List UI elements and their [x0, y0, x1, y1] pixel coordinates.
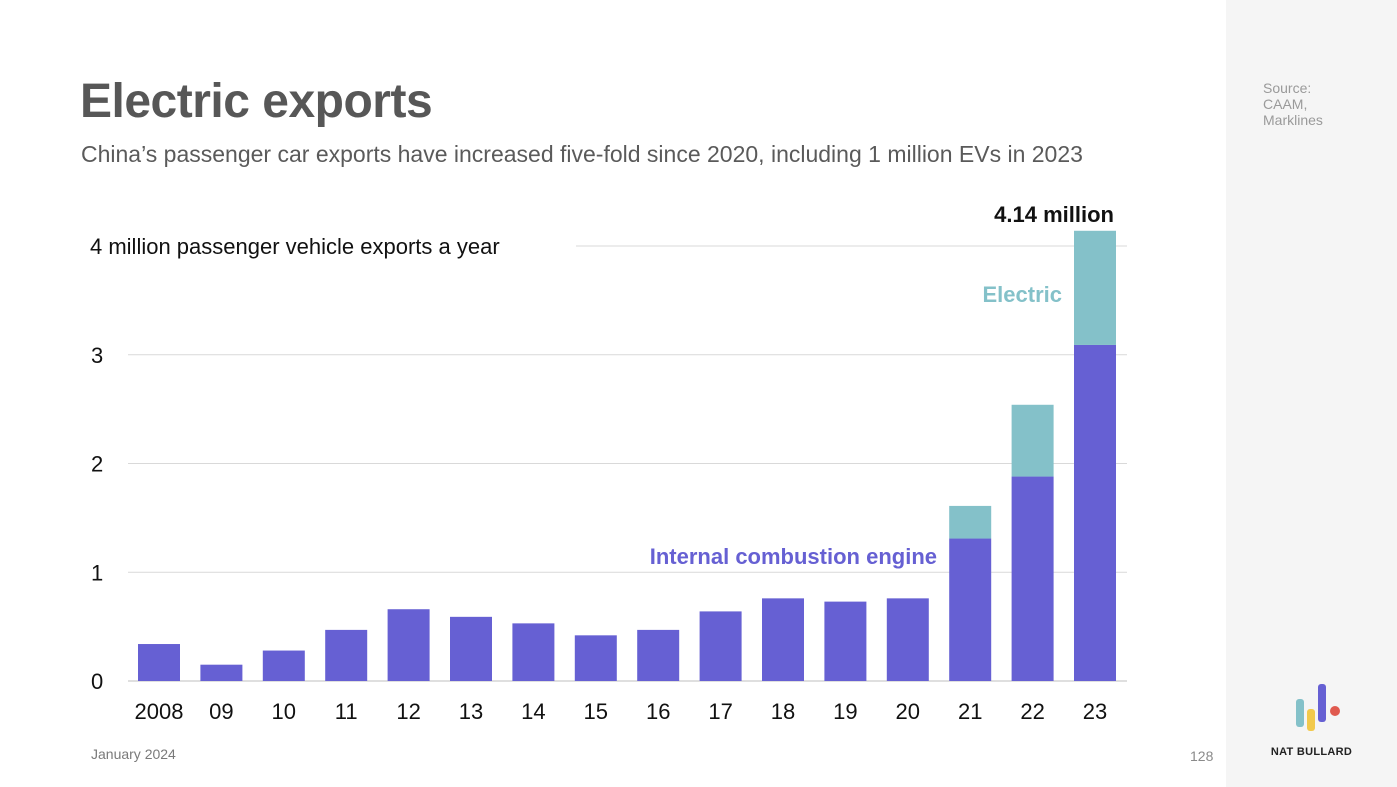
bar-electric-22: [1011, 404, 1054, 477]
y-tick-label: 1: [91, 560, 103, 585]
y-tick-label: 2: [91, 452, 103, 477]
x-tick-label: 13: [459, 699, 483, 724]
footer-date: January 2024: [91, 746, 176, 762]
brand-name: NAT BULLARD: [1270, 746, 1353, 758]
bar-ice-17: [699, 611, 742, 681]
nat-bullard-logo-icon: [1296, 684, 1340, 731]
page-title: Electric exports: [80, 75, 433, 128]
source-line: Source:: [1263, 80, 1312, 96]
x-tick-label: 17: [708, 699, 732, 724]
source-note: Source: CAAM, Marklines: [1263, 80, 1373, 128]
bar-ice-2008: [138, 644, 180, 681]
x-tick-label: 22: [1020, 699, 1044, 724]
total-annotation: 4.14 million: [994, 202, 1114, 227]
bar-ice-21: [949, 538, 992, 681]
x-tick-label: 21: [958, 699, 982, 724]
bar-ice-09: [200, 664, 243, 681]
y-tick-label: 4 million passenger vehicle exports a ye…: [90, 234, 500, 259]
x-tick-label: 19: [833, 699, 857, 724]
source-line: CAAM,: [1263, 96, 1308, 112]
bar-electric-21: [949, 505, 992, 539]
source-line: Marklines: [1263, 112, 1323, 128]
series-label-electric: Electric: [983, 282, 1063, 307]
x-tick-label: 10: [272, 699, 296, 724]
bar-ice-15: [574, 635, 617, 681]
x-tick-label: 15: [584, 699, 608, 724]
series-label-ice: Internal combustion engine: [650, 544, 937, 569]
bar-ice-14: [512, 623, 555, 681]
x-tick-label: 2008: [135, 699, 184, 724]
bar-ice-10: [262, 650, 305, 681]
slide-main: Electric exports China’s passenger car e…: [80, 75, 1214, 764]
x-tick-label: 23: [1083, 699, 1107, 724]
bar-electric-23: [1074, 230, 1116, 345]
bar-ice-12: [387, 609, 430, 681]
x-tick-label: 18: [771, 699, 795, 724]
x-tick-label: 20: [896, 699, 920, 724]
y-tick-label: 3: [91, 343, 103, 368]
bar-ice-22: [1011, 476, 1054, 681]
page-subtitle: China’s passenger car exports have incre…: [81, 141, 1083, 167]
bar-ice-13: [450, 616, 492, 681]
x-tick-label: 16: [646, 699, 670, 724]
sidebar: Source: CAAM, Marklines NAT BULLARD: [1226, 0, 1397, 787]
x-tick-label: 12: [396, 699, 420, 724]
bar-ice-16: [637, 629, 680, 681]
y-tick-label: 0: [91, 669, 103, 694]
x-tick-label: 14: [521, 699, 545, 724]
bar-ice-18: [762, 598, 804, 681]
bar-ice-19: [824, 601, 867, 681]
bar-ice-11: [325, 629, 368, 681]
page-number: 128: [1190, 748, 1214, 764]
bar-ice-23: [1074, 344, 1116, 681]
x-tick-label: 09: [209, 699, 233, 724]
bar-ice-20: [886, 598, 929, 681]
x-tick-label: 11: [335, 699, 358, 724]
